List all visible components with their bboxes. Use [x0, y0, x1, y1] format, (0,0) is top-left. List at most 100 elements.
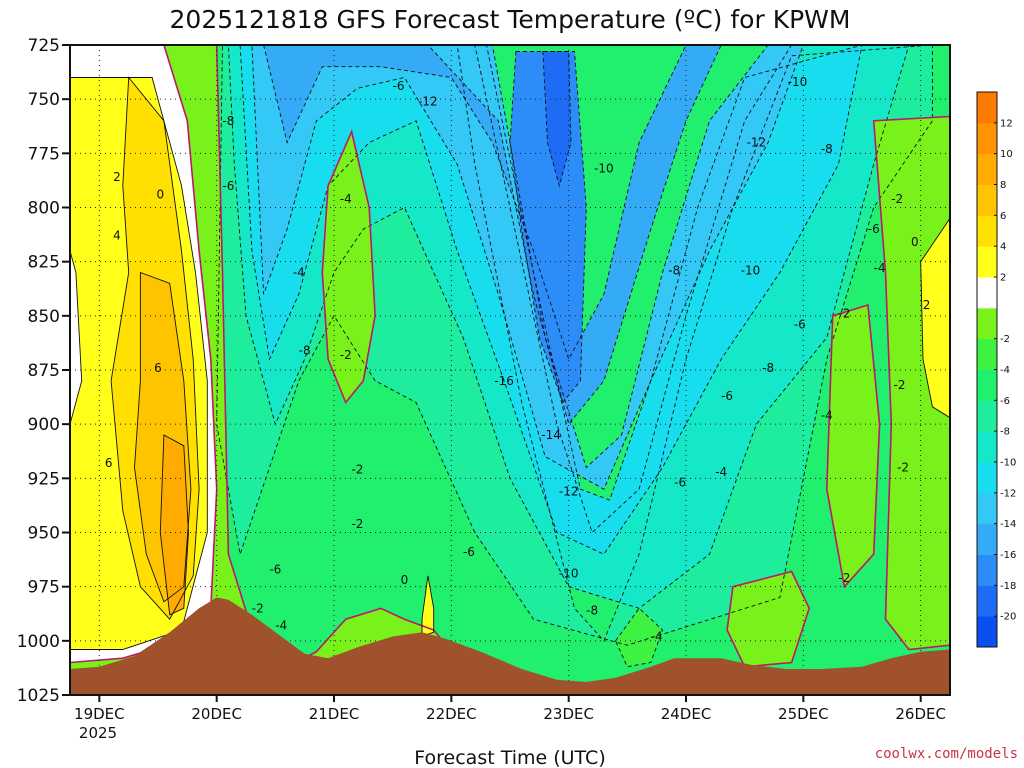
- x-tick-label-20DEC: 20DEC: [191, 705, 242, 723]
- y-tick-label-1000: 1000: [17, 632, 60, 652]
- contour-line-1: [216, 45, 933, 646]
- y-tick-label-925: 925: [28, 469, 60, 489]
- y-tick-label-950: 950: [28, 524, 60, 544]
- colorbar-swatch-6: [977, 184, 997, 216]
- contour-label-23: -10: [559, 567, 579, 581]
- contour-label-42: 0: [911, 235, 919, 249]
- contour-label-9: -4: [340, 192, 352, 206]
- contour-label-20: -14: [541, 428, 561, 442]
- contour-line-13: [872, 115, 950, 651]
- colorbar-swatch-0: [977, 277, 997, 309]
- chart-title: 2025121818 GFS Forecast Temperature (ºC)…: [170, 5, 851, 34]
- contour-label-29: -12: [747, 136, 767, 150]
- contour-line-6: [509, 51, 587, 404]
- contour-line-18: [110, 76, 200, 620]
- contour-label-25: -4: [651, 630, 663, 644]
- contour-label-34: -6: [794, 318, 806, 332]
- contour-label-36: -6: [674, 476, 686, 490]
- colorbar-swatch--22: [977, 616, 997, 648]
- temp-region-10: [727, 571, 810, 667]
- x-tick-label-21DEC: 21DEC: [309, 705, 360, 723]
- temp-region-5: [263, 45, 722, 425]
- colorbar-swatch--10: [977, 431, 997, 463]
- x-axis-label: Forecast Time (UTC): [414, 747, 605, 768]
- contour-label-31: -8: [821, 142, 833, 156]
- x-tick-label-25DEC: 25DEC: [778, 705, 829, 723]
- contour-labels: 2 0 4 6 6 -8 -6 -6 -12 -4 -4 -8 -2 -2 -2 -6 -2 -4 0 -16 -14 -…: [105, 75, 930, 644]
- colorbar-swatch--20: [977, 585, 997, 617]
- contour-label-21: -12: [559, 484, 579, 498]
- y-tick-label-975: 975: [28, 578, 60, 598]
- x-tick-label-22DEC: 22DEC: [426, 705, 477, 723]
- temp-region-11: [615, 608, 663, 667]
- contour-label-13: -2: [351, 463, 363, 477]
- contour-label-14: -2: [351, 517, 363, 531]
- contour-label-41: -2: [891, 192, 903, 206]
- contour-label-22: -6: [463, 545, 475, 559]
- source-credit: coolwx.com/models: [875, 746, 1018, 762]
- contour-label-15: -6: [269, 562, 281, 576]
- y-tick-label-775: 775: [28, 144, 60, 164]
- contour-label-43: 2: [923, 298, 931, 312]
- contour-label-24: -8: [586, 604, 598, 618]
- contour-label-10: -4: [293, 266, 305, 280]
- colorbar-swatch-2: [977, 246, 997, 278]
- colorbar-tick-label--12: -12: [1000, 488, 1016, 499]
- colorbar-tick-label-8: 8: [1000, 180, 1006, 191]
- colorbar-swatch--16: [977, 523, 997, 555]
- y-tick-label-1025: 1025: [17, 686, 60, 706]
- x-axis-ticks: 19DEC 20DEC 21DEC 22DEC 23DEC 24DEC 25DEC 26DEC: [74, 695, 946, 723]
- dotted-grid: [70, 45, 950, 695]
- y-tick-label-850: 850: [28, 307, 60, 327]
- contour-label-0: 2: [113, 170, 121, 184]
- temp-region-16: [422, 575, 434, 637]
- colorbar-tick-label--4: -4: [1000, 365, 1010, 376]
- colorbar-tick-label--18: -18: [1000, 581, 1016, 592]
- y-tick-label-725: 725: [28, 36, 60, 56]
- colorbar-swatch--4: [977, 338, 997, 370]
- colorbar-tick-label-2: 2: [1000, 273, 1006, 284]
- contour-label-11: -8: [299, 344, 311, 358]
- contour-label-12: -2: [340, 348, 352, 362]
- contour-label-30: -10: [788, 75, 808, 89]
- contour-line-12: [825, 303, 881, 589]
- colorbar-swatch--2: [977, 307, 997, 340]
- contour-label-35: -4: [715, 465, 727, 479]
- y-tick-label-875: 875: [28, 361, 60, 381]
- contour-line-3: [239, 45, 863, 555]
- contour-label-33: -8: [762, 361, 774, 375]
- x-tick-label-23DEC: 23DEC: [543, 705, 594, 723]
- colorbar-swatch--8: [977, 400, 997, 432]
- temp-region-17: [920, 218, 950, 418]
- contour-label-16: -2: [252, 601, 264, 615]
- colorbar-swatch-8: [977, 153, 997, 185]
- contour-label-6: -6: [222, 179, 234, 193]
- colorbar-swatch--14: [977, 492, 997, 525]
- colorbar-swatch-10: [977, 122, 997, 155]
- y-tick-label-900: 900: [28, 415, 60, 435]
- contour-line-9: [321, 129, 376, 405]
- colorbar-tick-label--16: -16: [1000, 550, 1016, 561]
- contour-line-5: [263, 45, 722, 426]
- contour-label-4: 6: [105, 456, 113, 470]
- colorbar-tick-label--8: -8: [1000, 427, 1010, 438]
- colorbar: -20 -18 -16 -14 -12 -10 -8 -6 -4 -2 2 4 6 8 10 12: [976, 91, 1016, 648]
- colorbar-tick-label-4: 4: [1000, 242, 1006, 253]
- contour-label-19: -16: [494, 374, 514, 388]
- contour-label-46: -2: [838, 571, 850, 585]
- temp-region-12: [826, 305, 880, 587]
- contour-label-44: -2: [894, 378, 906, 392]
- colorbar-tick-label-10: 10: [1000, 149, 1013, 160]
- y-tick-label-825: 825: [28, 253, 60, 273]
- contour-label-27: -8: [668, 263, 680, 277]
- contour-label-26: -10: [594, 162, 614, 176]
- contour-label-45: -2: [897, 461, 909, 475]
- x-year-label: 2025: [79, 724, 117, 742]
- colorbar-tick-label--2: -2: [1000, 334, 1010, 345]
- y-tick-label-750: 750: [28, 90, 60, 110]
- contour-line-10: [726, 570, 811, 668]
- contour-line-19: [134, 271, 192, 603]
- contour-label-7: -6: [393, 79, 405, 93]
- contour-line-14: [70, 45, 218, 664]
